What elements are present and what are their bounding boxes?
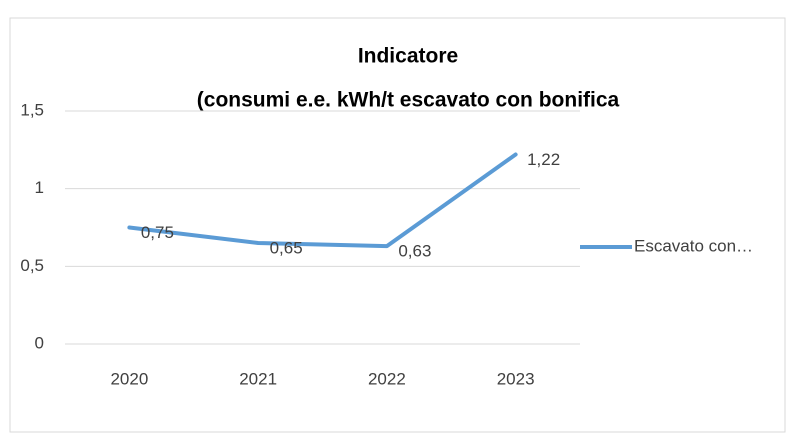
x-tick-label: 2021: [239, 369, 277, 388]
chart-title: Indicatore: [358, 45, 458, 68]
x-tick-label: 2022: [368, 369, 406, 388]
x-tick-label: 2020: [110, 369, 148, 388]
chart-border: [9, 17, 786, 433]
y-tick-label: 1,5: [20, 100, 44, 119]
data-label: 0,63: [398, 242, 431, 261]
data-label: 1,22: [527, 150, 560, 169]
chart-title: (consumi e.e. kWh/t escavato con bonific…: [197, 89, 620, 112]
y-tick-label: 0: [35, 333, 44, 352]
y-tick-label: 1: [35, 178, 44, 197]
data-label: 0,65: [270, 239, 303, 258]
y-tick-label: 0,5: [20, 256, 44, 275]
data-label: 0,75: [141, 223, 174, 242]
series-line: [127, 152, 518, 249]
x-tick-label: 2023: [497, 369, 535, 388]
legend-label: Escavato con…: [634, 236, 753, 255]
